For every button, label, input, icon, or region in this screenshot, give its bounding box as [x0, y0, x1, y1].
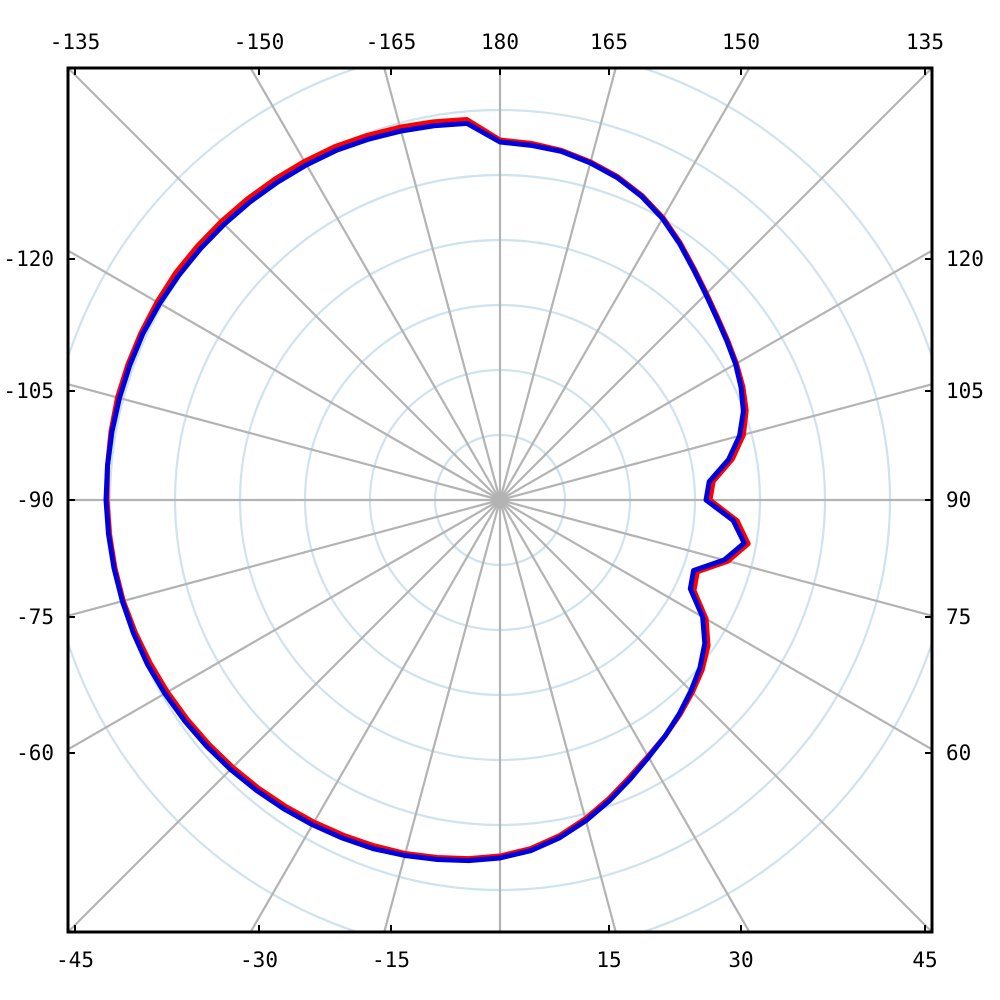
angular-spoke-300: [68, 249, 501, 501]
axis-label-left-1: -105: [3, 379, 54, 403]
axis-label-left-4: -60: [16, 741, 54, 765]
axis-label-bottom-5: 45: [912, 948, 938, 972]
angular-spoke-285: [68, 383, 501, 502]
angular-spoke-105: [499, 498, 932, 617]
axis-label-right-3: 75: [946, 605, 972, 629]
axis-label-right-4: 60: [946, 741, 972, 765]
axis-label-top-4: 165: [590, 30, 628, 54]
axis-label-bottom-2: -15: [372, 948, 410, 972]
axis-label-top-5: 150: [722, 30, 760, 54]
angular-spoke-195: [383, 499, 502, 932]
axis-label-right-0: 120: [946, 247, 984, 271]
angular-spoke-345: [383, 68, 502, 501]
axis-label-top-3: 180: [481, 30, 519, 54]
axis-tick-marks: [68, 68, 932, 932]
axis-label-top-2: -165: [365, 30, 417, 54]
axis-label-bottom-3: 15: [596, 948, 622, 972]
angular-spoke-120: [499, 499, 932, 751]
axis-label-left-3: -75: [16, 605, 54, 629]
angular-spoke-75: [499, 383, 932, 502]
angular-spoke-150: [499, 499, 751, 932]
axis-label-top-1: -150: [233, 30, 285, 54]
axis-label-bottom-4: 30: [728, 948, 754, 972]
angular-spoke-330: [249, 68, 501, 501]
data-series-group: [103, 116, 751, 864]
angular-spoke-240: [68, 499, 501, 751]
axis-label-left-2: -90: [16, 488, 54, 512]
angular-spoke-60: [499, 249, 932, 501]
axis-label-right-2: 90: [946, 488, 972, 512]
angular-spoke-225: [68, 499, 501, 932]
axis-label-right-1: 105: [946, 379, 984, 403]
angular-spoke-255: [68, 498, 501, 617]
axis-label-top-6: 135: [906, 30, 944, 54]
angular-spoke-315: [68, 68, 501, 501]
angular-spoke-45: [499, 68, 932, 501]
series-blue-curve: [103, 120, 747, 864]
axis-label-top-0: -135: [49, 30, 101, 54]
axis-label-left-0: -120: [3, 247, 54, 271]
axis-label-bottom-1: -30: [240, 948, 278, 972]
angular-spoke-210: [249, 499, 501, 932]
angular-spoke-135: [499, 499, 932, 932]
axis-label-bottom-0: -45: [56, 948, 94, 972]
angular-spoke-165: [498, 499, 617, 932]
angular-spoke-30: [499, 68, 751, 501]
